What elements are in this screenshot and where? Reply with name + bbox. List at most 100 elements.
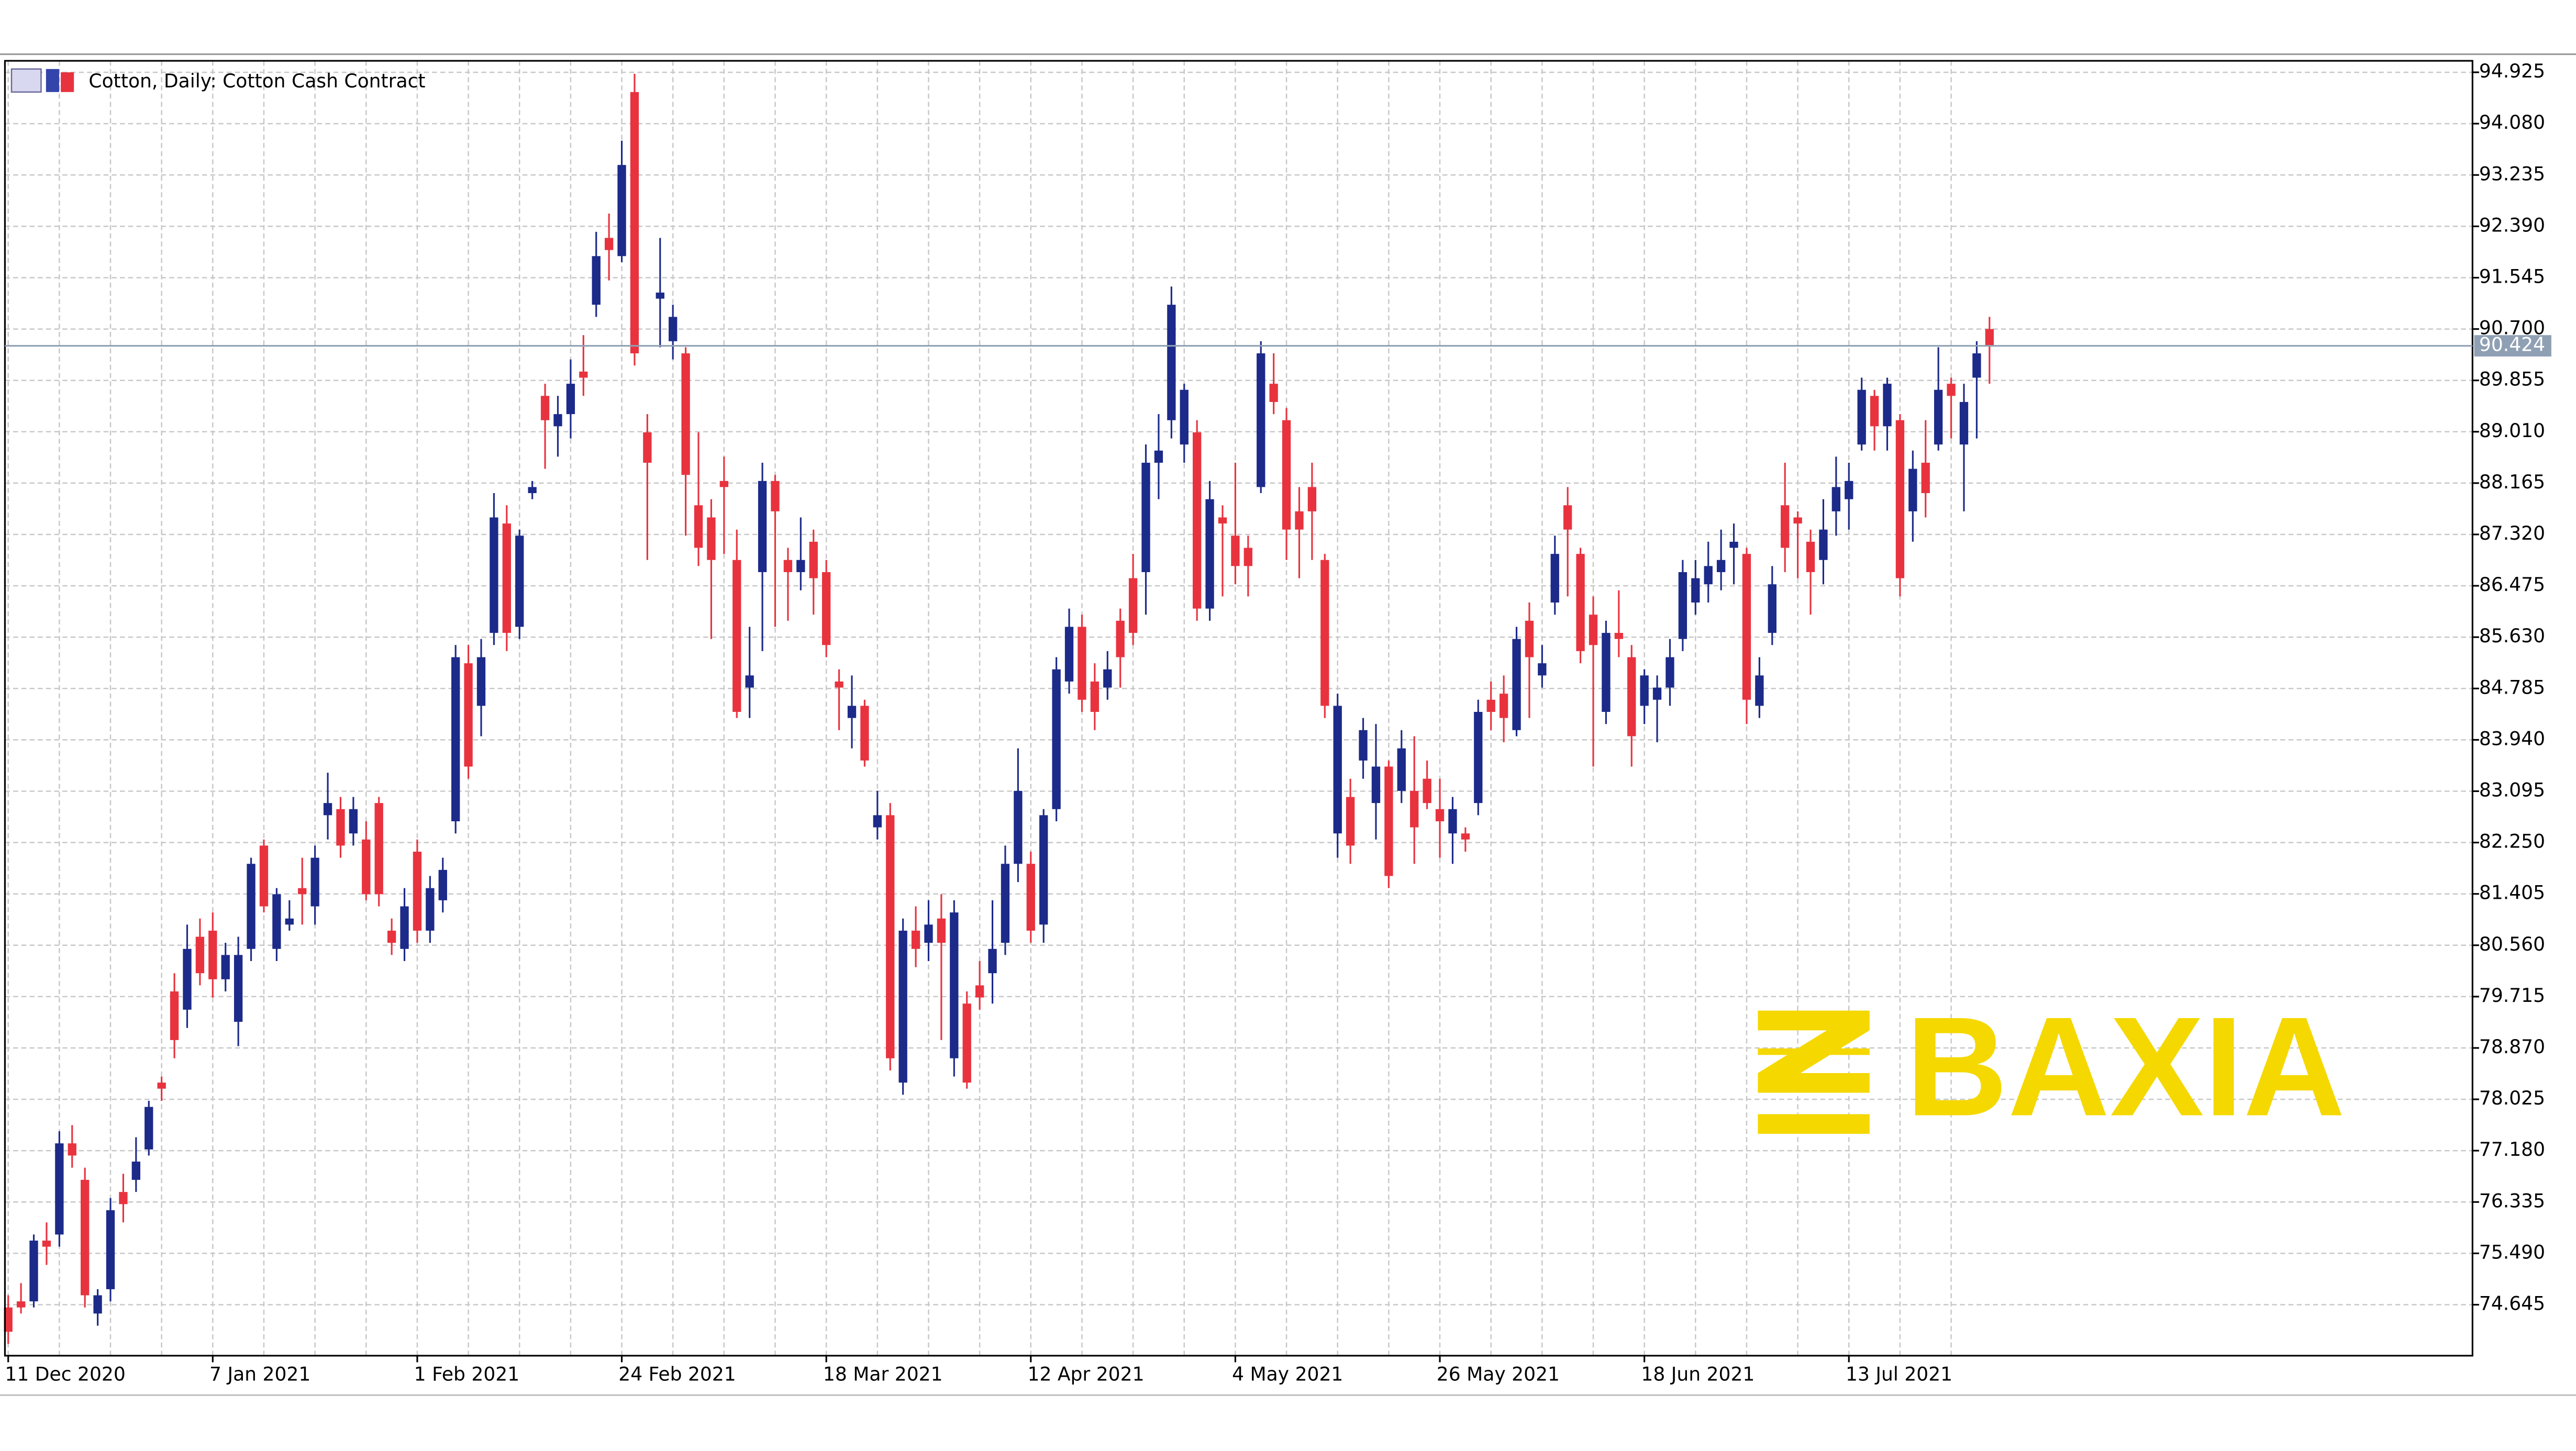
candle-body — [310, 857, 319, 907]
candle-body — [119, 1192, 128, 1204]
candle-body — [1563, 505, 1572, 530]
candle-body — [1435, 809, 1445, 821]
candle-body — [719, 481, 729, 487]
candle-body — [1525, 620, 1534, 657]
candle-body — [1640, 675, 1649, 706]
candle-body — [617, 165, 626, 256]
icon — [61, 72, 74, 92]
y-tick-label: 78.870 — [2479, 1036, 2545, 1058]
x-tick-label: 11 Dec 2020 — [5, 1364, 125, 1386]
candle-body — [1716, 560, 1726, 572]
candle-body — [1205, 499, 1214, 609]
candle-body — [1307, 487, 1317, 511]
candle-body — [1691, 578, 1700, 603]
candle-body — [438, 869, 447, 900]
candle-body — [1295, 511, 1304, 530]
candle-body — [502, 523, 511, 633]
y-tick-label: 88.165 — [2479, 471, 2545, 493]
symbol-icon — [10, 68, 74, 93]
x-tick-label: 13 Jul 2021 — [1846, 1364, 1952, 1386]
candle-body — [490, 517, 498, 633]
chart-title: Cotton, Daily: Cotton Cash Contract — [88, 70, 425, 92]
logo-icon — [1758, 1048, 1870, 1055]
candle-body — [1665, 657, 1674, 688]
y-tick-label: 92.390 — [2479, 214, 2545, 236]
candle-body — [669, 317, 678, 341]
candle-body — [68, 1143, 76, 1156]
y-tick-label: 77.180 — [2479, 1139, 2545, 1160]
candle-body — [145, 1107, 153, 1149]
candle-body — [362, 839, 371, 895]
candle-body — [1614, 633, 1623, 639]
y-tick-label: 74.645 — [2479, 1293, 2545, 1315]
grid — [5, 61, 2473, 1356]
y-tick-label: 80.560 — [2479, 933, 2545, 955]
candle-body — [1026, 864, 1035, 931]
candle-body — [1550, 554, 1559, 603]
candle-body — [1039, 815, 1048, 925]
candle-body — [783, 560, 793, 572]
y-tick-label: 89.010 — [2479, 420, 2545, 442]
candle-body — [694, 505, 703, 548]
candle-body — [1180, 389, 1189, 445]
candle-body — [707, 517, 716, 560]
watermark-logo: BAXIA — [1758, 988, 2345, 1146]
candle-body — [1883, 384, 1892, 427]
candle-body — [962, 1003, 971, 1083]
candle-body — [822, 572, 831, 645]
x-tick-label: 24 Feb 2021 — [618, 1364, 736, 1386]
candle-body — [195, 936, 205, 974]
y-tick-label: 87.320 — [2479, 522, 2545, 544]
y-tick-label: 94.925 — [2479, 60, 2545, 82]
candle-body — [1282, 420, 1291, 530]
candle-body — [950, 912, 959, 1058]
x-tick-label: 1 Feb 2021 — [414, 1364, 520, 1386]
candle-body — [451, 657, 460, 821]
x-tick-label: 26 May 2021 — [1437, 1364, 1560, 1386]
candle-body — [1499, 694, 1508, 718]
candle-body — [566, 384, 575, 415]
candle-body — [1870, 396, 1879, 427]
candle-body — [247, 864, 256, 949]
candle-body — [911, 930, 920, 949]
candle-body — [221, 955, 230, 979]
candle-body — [1512, 639, 1521, 730]
candle-body — [1116, 620, 1125, 657]
candle-body — [1154, 450, 1163, 463]
candle-body — [1768, 584, 1776, 633]
candle-body — [1806, 541, 1815, 572]
plot-frame — [4, 60, 2473, 1357]
candle-body — [1064, 627, 1074, 682]
y-tick-label: 75.490 — [2479, 1241, 2545, 1263]
candle-body — [988, 948, 997, 974]
candle-body — [259, 845, 269, 907]
candle-body — [1742, 554, 1751, 700]
x-tick-label: 18 Jun 2021 — [1641, 1364, 1755, 1386]
candle-body — [898, 930, 907, 1083]
candle-body — [413, 852, 422, 931]
y-tick-label: 85.630 — [2479, 625, 2545, 647]
last-price-label: 90.424 — [2479, 334, 2545, 356]
x-tick-label: 4 May 2021 — [1232, 1364, 1343, 1386]
candle-body — [1793, 517, 1802, 524]
x-tick-label: 7 Jan 2021 — [209, 1364, 310, 1386]
candle-body — [1972, 353, 1981, 378]
candle-body — [630, 92, 639, 354]
candle-body — [924, 924, 933, 943]
candle-body — [1486, 699, 1495, 712]
candle-body — [1819, 529, 1828, 560]
candle-body — [183, 948, 192, 1010]
candle-body — [975, 985, 984, 998]
candle-body — [1410, 790, 1419, 828]
candle-body — [656, 292, 664, 299]
y-tick-label: 78.025 — [2479, 1087, 2545, 1109]
candle-body — [1359, 730, 1368, 761]
candle-body — [1346, 797, 1355, 846]
candle-body — [1448, 809, 1457, 834]
candle-body — [1218, 517, 1227, 524]
candle-body — [387, 930, 396, 943]
candle-body — [1781, 505, 1790, 548]
